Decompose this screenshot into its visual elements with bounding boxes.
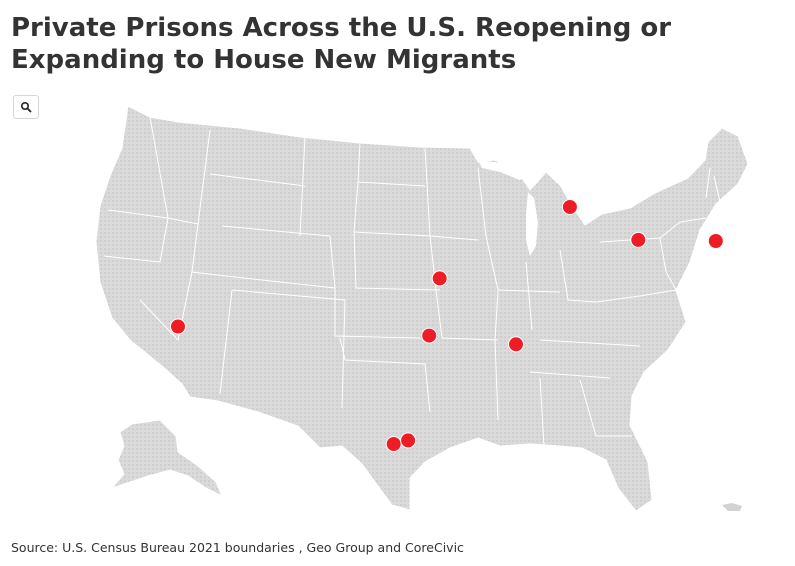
prison-markers — [170, 199, 724, 452]
prison-marker-tennessee-mississippi[interactable] — [508, 336, 524, 353]
lake-superior — [478, 160, 528, 180]
zoom-button[interactable] — [13, 95, 39, 119]
prison-marker-kansas[interactable] — [431, 270, 448, 287]
prison-marker-texas-pearsall[interactable] — [400, 432, 417, 449]
search-icon — [20, 101, 32, 113]
map-area[interactable] — [0, 95, 795, 525]
map-title: Private Prisons Across the U.S. Reopenin… — [11, 13, 672, 75]
us-map[interactable] — [0, 95, 795, 525]
contiguous-us-land — [95, 105, 749, 512]
hawaii-land — [722, 503, 742, 511]
prison-marker-new-jersey[interactable] — [707, 233, 724, 249]
prison-marker-california-nevada[interactable] — [170, 318, 186, 335]
state-borders — [103, 116, 721, 447]
prison-marker-ohio[interactable] — [630, 231, 647, 248]
lake-michigan — [526, 192, 538, 256]
source-note: Source: U.S. Census Bureau 2021 boundari… — [11, 540, 464, 555]
alaska-land — [110, 419, 223, 498]
prison-marker-oklahoma[interactable] — [421, 327, 438, 344]
prison-marker-texas-laredo[interactable] — [385, 436, 402, 452]
prison-marker-michigan[interactable] — [561, 199, 578, 215]
